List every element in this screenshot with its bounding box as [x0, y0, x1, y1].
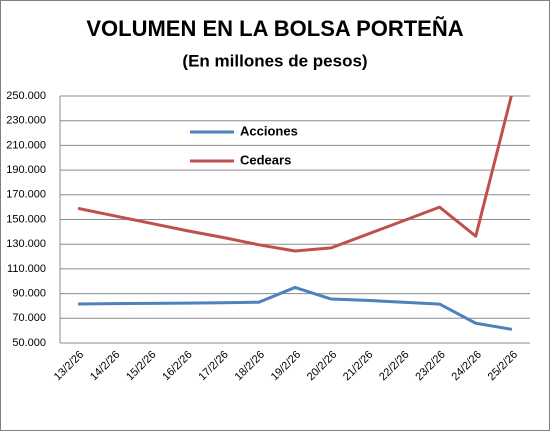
y-tick-label: 150.000 [6, 213, 46, 225]
chart-subtitle: (En millones de pesos) [182, 51, 367, 70]
y-tick-label: 70.000 [12, 312, 46, 324]
y-tick-label: 250.000 [6, 90, 46, 102]
legend-label: Cedears [240, 152, 291, 167]
y-tick-label: 210.000 [6, 139, 46, 151]
y-tick-label: 170.000 [6, 189, 46, 201]
chart-title: VOLUMEN EN LA BOLSA PORTEÑA [86, 16, 463, 41]
y-tick-label: 90.000 [12, 288, 46, 300]
y-tick-label: 50.000 [12, 337, 46, 349]
series-line [77, 96, 513, 253]
y-tick-label: 190.000 [6, 164, 46, 176]
y-tick-label: 110.000 [7, 263, 46, 275]
legend-label: Acciones [240, 123, 298, 138]
y-tick-label: 130.000 [6, 238, 46, 250]
y-tick-label: 230.000 [6, 115, 46, 127]
series-line [78, 285, 513, 331]
